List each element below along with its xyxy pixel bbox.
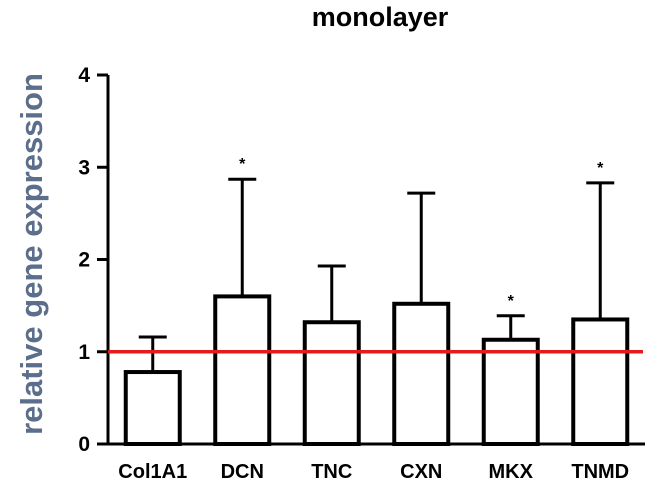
bar bbox=[123, 370, 182, 447]
bar bbox=[392, 301, 451, 446]
y-tick-label: 2 bbox=[78, 249, 90, 272]
y-axis-label: relative gene expression bbox=[14, 73, 49, 435]
x-tick-label: DCN bbox=[221, 461, 264, 483]
x-tick-label: TNMD bbox=[571, 461, 629, 483]
x-tick-label: TNC bbox=[311, 461, 352, 483]
y-tick-label: 0 bbox=[78, 433, 90, 456]
significance-marker: * bbox=[508, 293, 515, 310]
significance-marker: * bbox=[239, 156, 246, 173]
y-tick-label: 3 bbox=[78, 156, 90, 179]
bar bbox=[302, 320, 361, 447]
category-labels: Col1A1 DCN TNC CXN MKX TNMD bbox=[118, 461, 629, 483]
bar bbox=[213, 294, 272, 446]
x-tick-label: MKX bbox=[489, 461, 534, 483]
bars: * * * bbox=[123, 156, 630, 447]
chart-title: monolayer bbox=[312, 2, 449, 32]
y-tick-label: 4 bbox=[78, 64, 90, 87]
x-tick-label: Col1A1 bbox=[118, 461, 187, 483]
y-tick-label: 1 bbox=[78, 341, 90, 364]
axes: 0 1 2 3 4 bbox=[78, 64, 645, 456]
bar bbox=[571, 317, 630, 446]
significance-marker: * bbox=[597, 160, 604, 177]
x-tick-label: CXN bbox=[400, 461, 442, 483]
bar bbox=[481, 337, 540, 447]
